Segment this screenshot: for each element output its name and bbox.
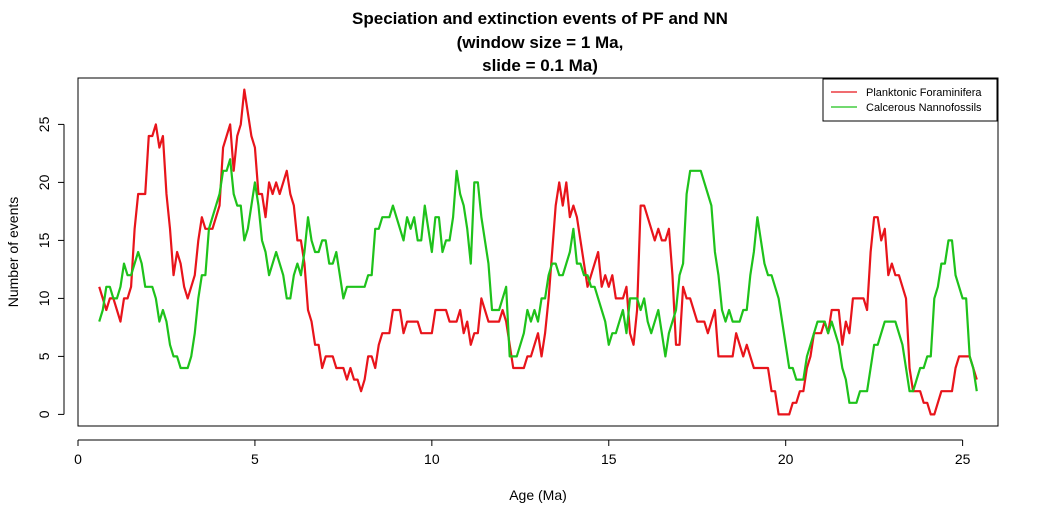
y-axis-label: Number of events bbox=[5, 197, 21, 308]
x-tick-label: 5 bbox=[251, 451, 259, 467]
y-tick-label: 15 bbox=[36, 232, 52, 248]
plot-frame bbox=[77, 77, 999, 427]
legend-box bbox=[822, 78, 998, 122]
y-tick-label: 0 bbox=[36, 410, 52, 418]
x-axis: 0 5 10 15 20 25 bbox=[74, 439, 971, 467]
legend: Planktonic Foraminifera Calcerous Nannof… bbox=[822, 78, 998, 122]
legend-label-planktonic-foraminifera: Planktonic Foraminifera bbox=[866, 87, 982, 99]
series-line-planktonic-foraminifera bbox=[98, 88, 978, 416]
x-tick-label: 0 bbox=[74, 451, 82, 467]
x-axis-label: Age (Ma) bbox=[509, 487, 567, 503]
y-tick-label: 5 bbox=[36, 352, 52, 360]
series-line-calcerous-nannofossils bbox=[98, 158, 978, 404]
chart-title-line-2: (window size = 1 Ma, bbox=[457, 33, 624, 52]
x-tick-label: 25 bbox=[955, 451, 971, 467]
y-tick-label: 25 bbox=[36, 116, 52, 132]
x-tick-label: 10 bbox=[424, 451, 440, 467]
x-tick-label: 15 bbox=[601, 451, 617, 467]
x-tick-label: 20 bbox=[778, 451, 794, 467]
series-layer bbox=[98, 88, 978, 416]
chart-title-line-3: slide = 0.1 Ma) bbox=[482, 56, 598, 75]
y-axis: 0 5 10 15 20 25 bbox=[36, 116, 65, 418]
y-tick-label: 10 bbox=[36, 290, 52, 306]
legend-label-calcerous-nannofossils: Calcerous Nannofossils bbox=[866, 102, 982, 114]
chart-title-line-1: Speciation and extinction events of PF a… bbox=[352, 9, 728, 28]
y-tick-label: 20 bbox=[36, 174, 52, 190]
